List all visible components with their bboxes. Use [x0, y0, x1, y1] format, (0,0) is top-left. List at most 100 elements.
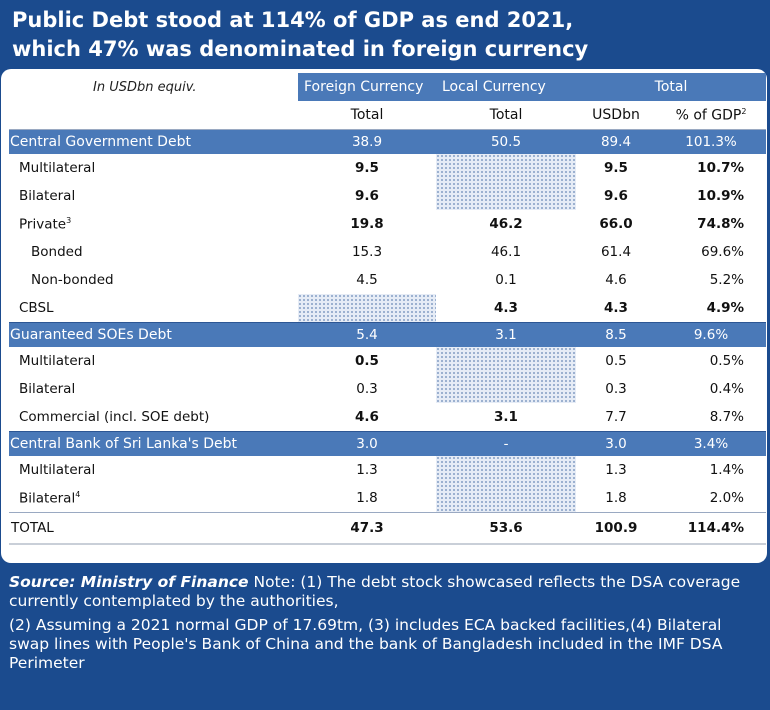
- source-notes: Source: Ministry of Finance Note: (1) Th…: [9, 573, 764, 678]
- row-label: Commercial (incl. SOE debt): [19, 409, 210, 425]
- row-label: Non-bonded: [31, 272, 114, 288]
- cell-fc: 9.5: [355, 160, 379, 176]
- cell-lc: 4.3: [494, 300, 518, 316]
- cell-gdp: 0.5%: [709, 353, 745, 369]
- cell-usd: 8.5: [576, 322, 656, 347]
- cell-lc: [436, 182, 576, 210]
- cell-usd: 61.4: [600, 244, 632, 260]
- table-row: Private3 19.8 46.2 66.0 74.8%: [9, 210, 766, 238]
- subheader-lc-total: Total: [436, 101, 576, 130]
- row-label: Central Government Debt: [10, 134, 191, 150]
- row-label-cell: Commercial (incl. SOE debt): [9, 403, 298, 432]
- cell-usd: 89.4: [576, 129, 656, 154]
- table-header-groups: In USDbn equiv. Foreign Currency Local C…: [9, 73, 767, 101]
- cell-gdp: 69.6%: [701, 244, 745, 260]
- cell-gdp: 74.8%: [697, 216, 745, 232]
- debt-table-card: In USDbn equiv. Foreign Currency Local C…: [1, 69, 767, 563]
- note-paragraph-2: (2) Assuming a 2021 normal GDP of 17.69t…: [9, 616, 723, 672]
- cell-lc: [436, 375, 576, 403]
- cell-lc: 46.2: [489, 216, 523, 232]
- row-label: Bilateral: [19, 188, 76, 204]
- cell-lc: -: [436, 431, 576, 456]
- table-row: Commercial (incl. SOE debt) 4.6 3.1 7.7 8.7%: [9, 403, 766, 432]
- row-label: Bilateral: [19, 381, 76, 397]
- headline-line-1: Public Debt stood at 114% of GDP as end …: [12, 8, 574, 32]
- cell-fc: 5.4: [298, 322, 436, 347]
- row-label: Private: [19, 216, 67, 233]
- cell-usd: 66.0: [599, 216, 633, 232]
- table-row: Bilateral 0.3 0.3 0.4%: [9, 375, 766, 403]
- row-label-cell: Central Government Debt: [9, 129, 298, 154]
- section-row: Central Government Debt 38.9 50.5 89.4 101.3…: [9, 129, 767, 154]
- cell-lc: 3.1: [436, 322, 576, 347]
- note-paragraph-1: Source: Ministry of Finance Note: (1) Th…: [9, 573, 764, 611]
- cell-gdp: 0.4%: [709, 381, 745, 397]
- row-label: TOTAL: [11, 520, 54, 536]
- row-label-cell: Multilateral: [9, 347, 298, 375]
- source-label: Source: Ministry of Finance: [9, 573, 249, 591]
- total-row: TOTAL 47.3 53.6 100.9 114.4%: [9, 512, 767, 545]
- cell-usd: 3.0: [576, 431, 656, 456]
- row-label-cell: CBSL: [9, 294, 298, 323]
- cell-fc: 1.8: [356, 490, 378, 506]
- cell-usd: 9.5: [604, 160, 628, 176]
- row-label-cell: Bilateral: [9, 375, 298, 403]
- cell-gdp: 2.0%: [709, 490, 745, 506]
- subheader-fc-total: Total: [298, 101, 436, 130]
- cell-gdp: 5.2%: [709, 272, 745, 288]
- table-row: Bilateral 9.6 9.6 10.9%: [9, 182, 766, 210]
- table-row: Bonded 15.3 46.1 61.4 69.6%: [9, 238, 766, 266]
- cell-fc: 0.3: [356, 381, 378, 397]
- row-label: Multilateral: [19, 353, 96, 369]
- cell-fc: 9.6: [355, 188, 379, 204]
- col-group-total: Total: [576, 73, 767, 101]
- cell-fc: 47.3: [298, 512, 436, 545]
- row-label: Multilateral: [19, 462, 96, 478]
- cell-fc: 38.9: [298, 129, 436, 154]
- col-group-local-currency: Local Currency: [436, 73, 576, 101]
- cell-gdp: 101.3%: [656, 129, 767, 154]
- cell-gdp: 10.7%: [697, 160, 745, 176]
- footnote-marker: 4: [75, 489, 81, 499]
- headline-line-2: which 47% was denominated in foreign cur…: [12, 37, 589, 61]
- cell-lc: [436, 456, 576, 484]
- table-header-subcolumns: Total Total USDbn % of GDP2: [9, 101, 767, 130]
- row-label: Multilateral: [19, 160, 96, 176]
- row-label-cell: Multilateral: [9, 154, 298, 182]
- row-label-cell: Bilateral4: [9, 484, 298, 513]
- cell-usd: 1.8: [605, 490, 627, 506]
- table-row: Multilateral 9.5 9.5 10.7%: [9, 154, 766, 182]
- row-label: Bonded: [31, 244, 83, 260]
- cell-usd: 9.6: [604, 188, 628, 204]
- row-label-cell: Private3: [9, 210, 298, 238]
- table-row: Multilateral 1.3 1.3 1.4%: [9, 456, 766, 484]
- cell-lc: 46.1: [490, 244, 522, 260]
- row-label-cell: Bilateral: [9, 182, 298, 210]
- cell-usd: 1.3: [605, 462, 627, 478]
- cell-gdp: 3.4%: [656, 431, 767, 456]
- cell-gdp: 8.7%: [709, 409, 745, 425]
- row-label-cell: Central Bank of Sri Lanka's Debt: [9, 431, 298, 456]
- cell-gdp: 9.6%: [656, 322, 767, 347]
- cell-usd: 0.3: [605, 381, 627, 397]
- cell-lc: 0.1: [495, 272, 517, 288]
- row-label-cell: TOTAL: [9, 512, 298, 545]
- subheader-usdbn: USDbn: [576, 101, 656, 130]
- header-blank: [9, 101, 298, 130]
- table-body: Central Government Debt 38.9 50.5 89.4 101.3…: [9, 129, 767, 545]
- cell-fc: [298, 294, 436, 323]
- subheader-gdp-cell: % of GDP2: [656, 101, 767, 130]
- table-row: Multilateral 0.5 0.5 0.5%: [9, 347, 766, 375]
- cell-fc: 15.3: [351, 244, 383, 260]
- table-row: Bilateral4 1.8 1.8 2.0%: [9, 484, 766, 513]
- col-group-foreign-currency: Foreign Currency: [298, 73, 436, 101]
- cell-usd: 0.5: [605, 353, 627, 369]
- row-label-cell: Multilateral: [9, 456, 298, 484]
- cell-lc: 53.6: [436, 512, 576, 545]
- cell-lc: [436, 484, 576, 513]
- units-label: In USDbn equiv.: [93, 79, 197, 95]
- footnote-marker: 3: [66, 215, 72, 225]
- section-row: Guaranteed SOEs Debt 5.4 3.1 8.5 9.6%: [9, 322, 767, 347]
- cell-gdp: 10.9%: [697, 188, 745, 204]
- public-debt-table: In USDbn equiv. Foreign Currency Local C…: [9, 73, 767, 545]
